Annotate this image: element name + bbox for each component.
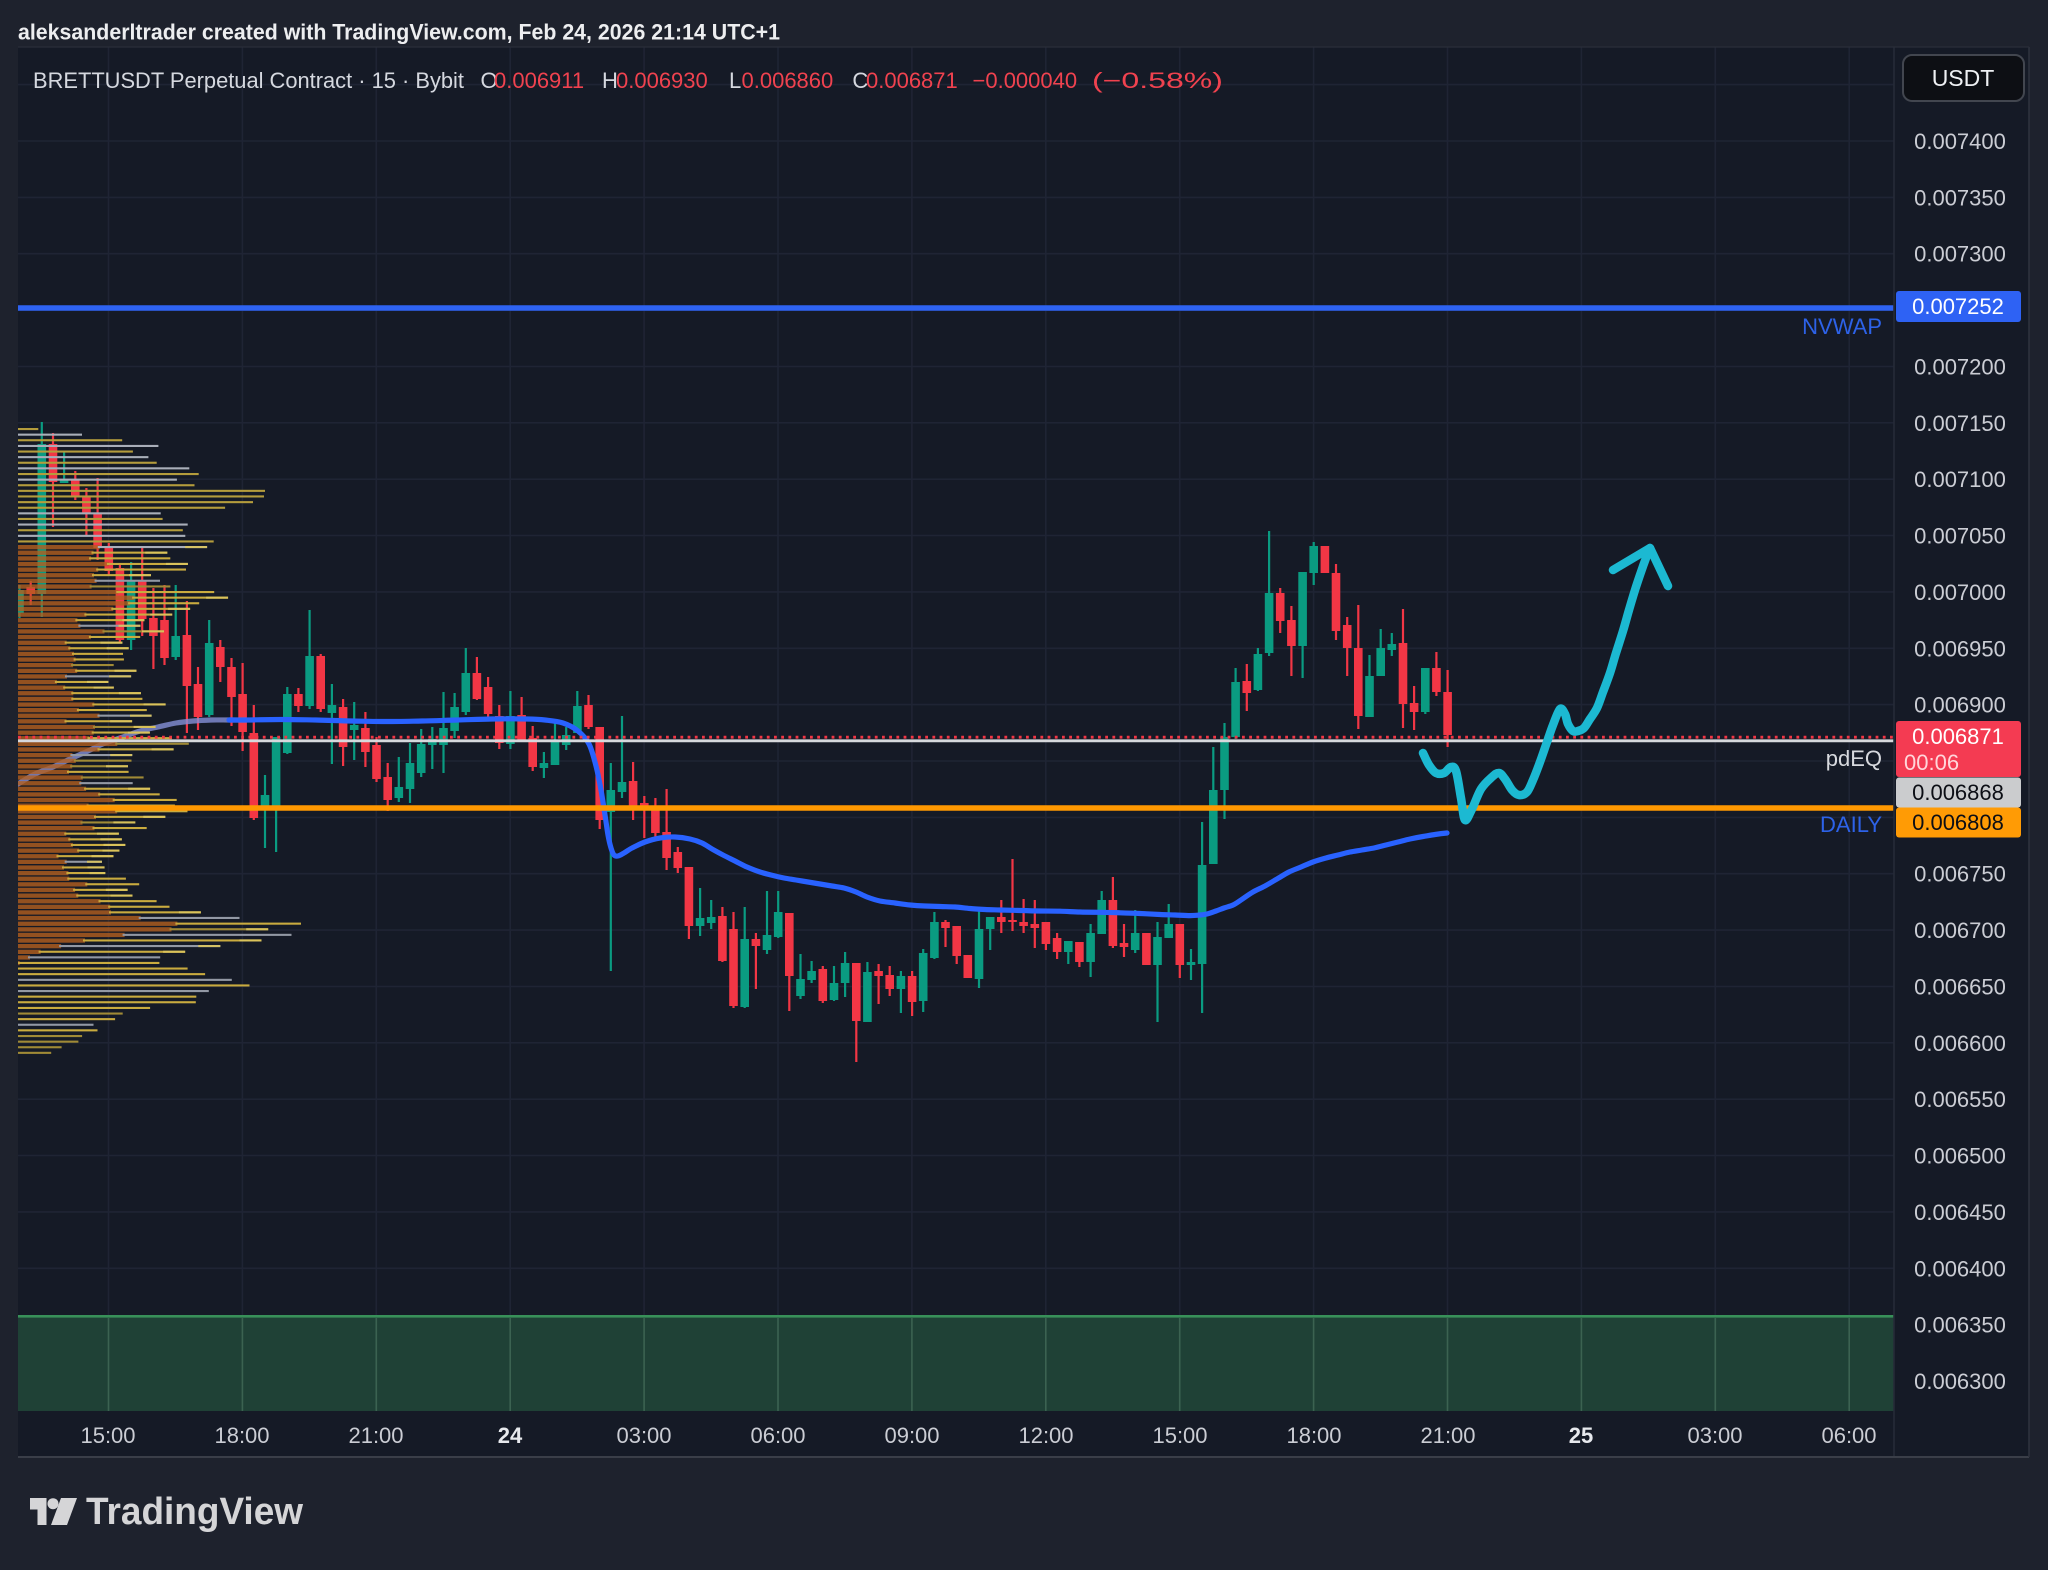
svg-text:25: 25 bbox=[1569, 1423, 1593, 1448]
svg-text:0.006911: 0.006911 bbox=[494, 68, 584, 93]
svg-text:0.006871: 0.006871 bbox=[866, 68, 958, 93]
svg-text:0.006500: 0.006500 bbox=[1914, 1144, 2006, 1169]
svg-text:0.006930: 0.006930 bbox=[616, 68, 708, 93]
svg-text:0.007200: 0.007200 bbox=[1914, 355, 2006, 380]
svg-text:0.007252: 0.007252 bbox=[1912, 294, 2004, 319]
svg-text:0.006350: 0.006350 bbox=[1914, 1313, 2006, 1338]
svg-text:0.006300: 0.006300 bbox=[1914, 1369, 2006, 1394]
svg-text:0.007050: 0.007050 bbox=[1914, 524, 2006, 549]
svg-text:TradingView: TradingView bbox=[86, 1491, 303, 1533]
svg-text:(−0.58%): (−0.58%) bbox=[1092, 68, 1223, 93]
svg-text:0.006871: 0.006871 bbox=[1912, 724, 2004, 749]
svg-text:0.006700: 0.006700 bbox=[1914, 918, 2006, 943]
svg-text:pdEQ: pdEQ bbox=[1826, 746, 1882, 771]
svg-text:06:00: 06:00 bbox=[750, 1423, 805, 1448]
svg-text:03:00: 03:00 bbox=[616, 1423, 671, 1448]
svg-text:18:00: 18:00 bbox=[1286, 1423, 1341, 1448]
svg-text:−0.000040: −0.000040 bbox=[973, 68, 1078, 93]
svg-text:09:00: 09:00 bbox=[884, 1423, 939, 1448]
svg-text:NVWAP: NVWAP bbox=[1802, 314, 1882, 339]
svg-text:H: H bbox=[602, 68, 618, 93]
svg-text:aleksanderltrader created with: aleksanderltrader created with TradingVi… bbox=[18, 20, 780, 45]
svg-text:0.007000: 0.007000 bbox=[1914, 580, 2006, 605]
svg-text:L: L bbox=[729, 68, 741, 93]
svg-text:21:00: 21:00 bbox=[348, 1423, 403, 1448]
svg-text:0.007400: 0.007400 bbox=[1914, 129, 2006, 154]
svg-text:15:00: 15:00 bbox=[1152, 1423, 1207, 1448]
svg-text:0.006900: 0.006900 bbox=[1914, 693, 2006, 718]
svg-text:0.006950: 0.006950 bbox=[1914, 636, 2006, 661]
svg-text:0.006860: 0.006860 bbox=[742, 68, 834, 93]
svg-text:C: C bbox=[852, 68, 868, 93]
svg-text:O: O bbox=[481, 68, 498, 93]
svg-text:0.007150: 0.007150 bbox=[1914, 411, 2006, 436]
svg-text:18:00: 18:00 bbox=[214, 1423, 269, 1448]
svg-text:0.006400: 0.006400 bbox=[1914, 1256, 2006, 1281]
svg-text:03:00: 03:00 bbox=[1687, 1423, 1742, 1448]
svg-text:0.007100: 0.007100 bbox=[1914, 467, 2006, 492]
svg-text:DAILY: DAILY bbox=[1820, 812, 1882, 837]
svg-text:12:00: 12:00 bbox=[1018, 1423, 1073, 1448]
svg-text:BRETTUSDT Perpetual Contract ·: BRETTUSDT Perpetual Contract · 15 · Bybi… bbox=[33, 68, 464, 93]
svg-text:0.006600: 0.006600 bbox=[1914, 1031, 2006, 1056]
svg-text:0.007350: 0.007350 bbox=[1914, 185, 2006, 210]
svg-text:15:00: 15:00 bbox=[80, 1423, 135, 1448]
svg-text:USDT: USDT bbox=[1932, 65, 1995, 91]
svg-text:0.006808: 0.006808 bbox=[1912, 810, 2004, 835]
svg-text:0.006450: 0.006450 bbox=[1914, 1200, 2006, 1225]
svg-text:0.006650: 0.006650 bbox=[1914, 975, 2006, 1000]
svg-text:0.006750: 0.006750 bbox=[1914, 862, 2006, 887]
svg-text:00:06: 00:06 bbox=[1904, 750, 1959, 775]
svg-text:0.006550: 0.006550 bbox=[1914, 1087, 2006, 1112]
svg-text:0.006868: 0.006868 bbox=[1912, 780, 2004, 805]
svg-text:21:00: 21:00 bbox=[1420, 1423, 1475, 1448]
svg-text:24: 24 bbox=[498, 1423, 523, 1448]
svg-text:0.007300: 0.007300 bbox=[1914, 242, 2006, 267]
svg-text:06:00: 06:00 bbox=[1821, 1423, 1876, 1448]
